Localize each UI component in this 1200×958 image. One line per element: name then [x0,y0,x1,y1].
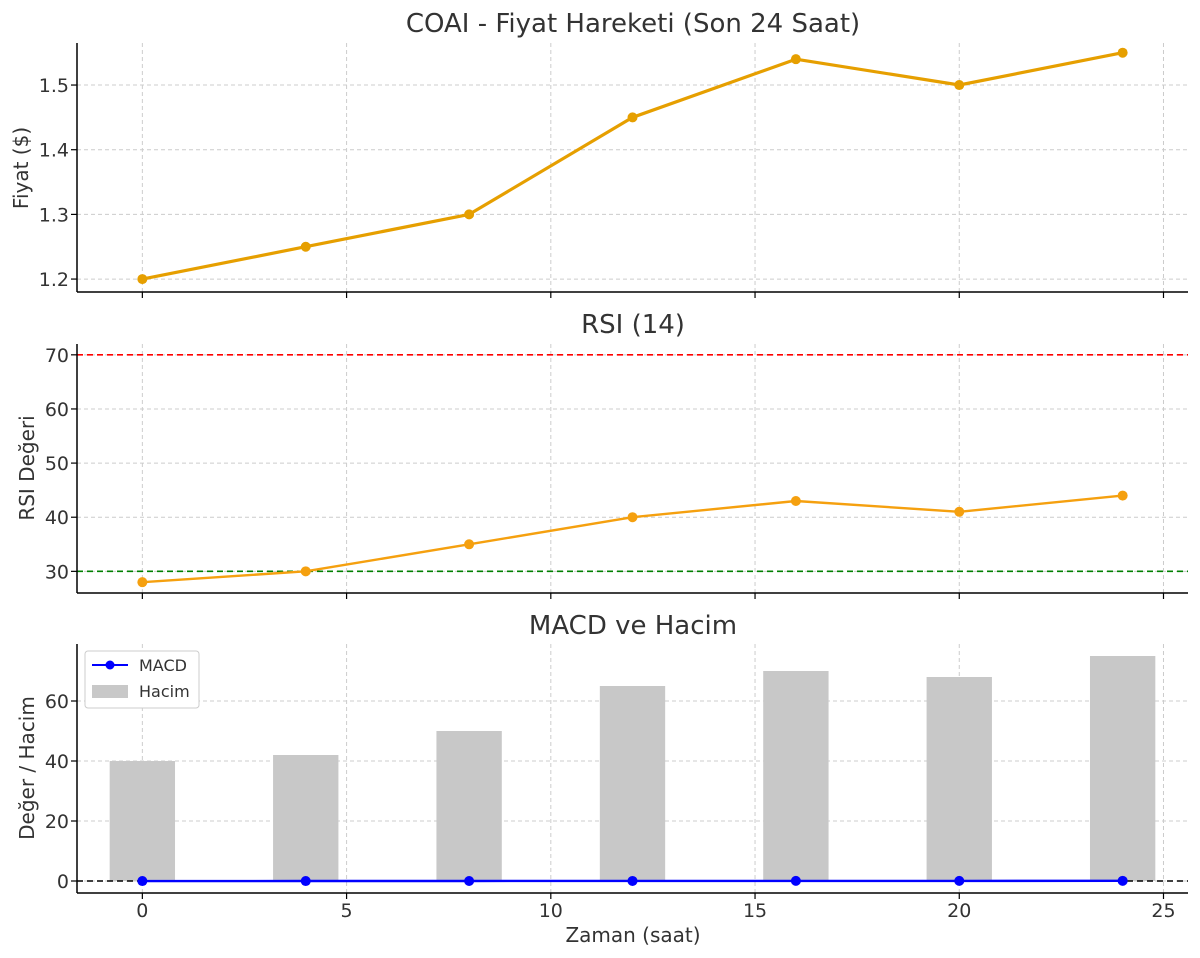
y-tick-label: 50 [45,453,69,475]
price-panel: COAI - Fiyat Hareketi (Son 24 Saat) 1.2 1… [9,9,1188,298]
price-chart-title: COAI - Fiyat Hareketi (Son 24 Saat) [406,9,860,39]
volume-bar [599,686,666,881]
rsi-y-axis-label: RSI Değeri [15,415,39,520]
rsi-point [954,506,965,517]
macd-y-axis-label: Değer / Hacim [15,696,39,840]
price-point [464,209,475,220]
macd-chart-title: MACD ve Hacim [529,611,737,641]
macd-point [790,875,801,886]
price-point [1117,47,1128,58]
x-tick-label: 0 [136,900,148,922]
macd-point [137,876,148,887]
rsi-point [300,566,311,577]
y-tick-label: 0 [57,871,69,893]
rsi-chart-title: RSI (14) [581,310,685,340]
legend-macd-label: MACD [139,656,187,675]
macd-point [954,875,965,886]
y-tick-label: 30 [45,561,69,583]
rsi-panel: RSI (14) 30 40 50 60 70 RSI Değeri [15,310,1188,599]
rsi-point [790,495,801,506]
volume-bar [273,755,339,881]
y-tick-label: 60 [45,399,69,421]
y-tick-label: 40 [45,507,69,529]
volume-bar [1089,656,1156,881]
x-axis-label: Zaman (saat) [565,923,700,947]
y-tick-label: 20 [45,811,69,833]
x-tick-label: 20 [947,900,971,922]
rsi-point [137,577,148,588]
macd-point [627,875,638,886]
price-point [790,54,801,65]
price-line [142,51,1123,281]
legend-macd-marker [105,660,115,670]
macd-point [464,876,475,886]
y-tick-label: 40 [45,751,69,773]
price-point [137,274,148,285]
macd-point [300,876,311,887]
volume-bar [109,761,176,881]
volume-bar [436,731,502,881]
legend-volume-swatch [92,685,128,698]
price-y-axis-label: Fiyat ($) [9,127,33,209]
macd-volume-panel: MACD ve Hacim 0 5 10 15 20 25 0 20 40 60 Değer / … [15,611,1188,947]
x-tick-label: 10 [539,900,563,922]
y-tick-label: 1.3 [39,204,69,226]
rsi-point [627,512,638,523]
y-tick-label: 1.4 [39,140,69,162]
legend-volume-label: Hacim [139,682,190,701]
volume-bar [926,677,992,881]
rsi-point [1117,490,1128,501]
x-tick-label: 5 [341,900,353,922]
y-tick-label: 1.2 [39,269,69,291]
x-tick-label: 25 [1151,900,1175,922]
volume-bar [763,671,829,881]
macd-point [1117,875,1128,886]
rsi-line [142,494,1123,584]
legend: MACD Hacim [84,650,200,709]
price-point [300,241,311,252]
price-point [627,112,638,123]
y-tick-label: 1.5 [39,75,69,97]
x-tick-label: 15 [743,900,767,922]
y-tick-label: 70 [45,345,69,367]
y-tick-label: 60 [45,691,69,713]
rsi-point [464,539,475,550]
price-point [954,80,965,91]
